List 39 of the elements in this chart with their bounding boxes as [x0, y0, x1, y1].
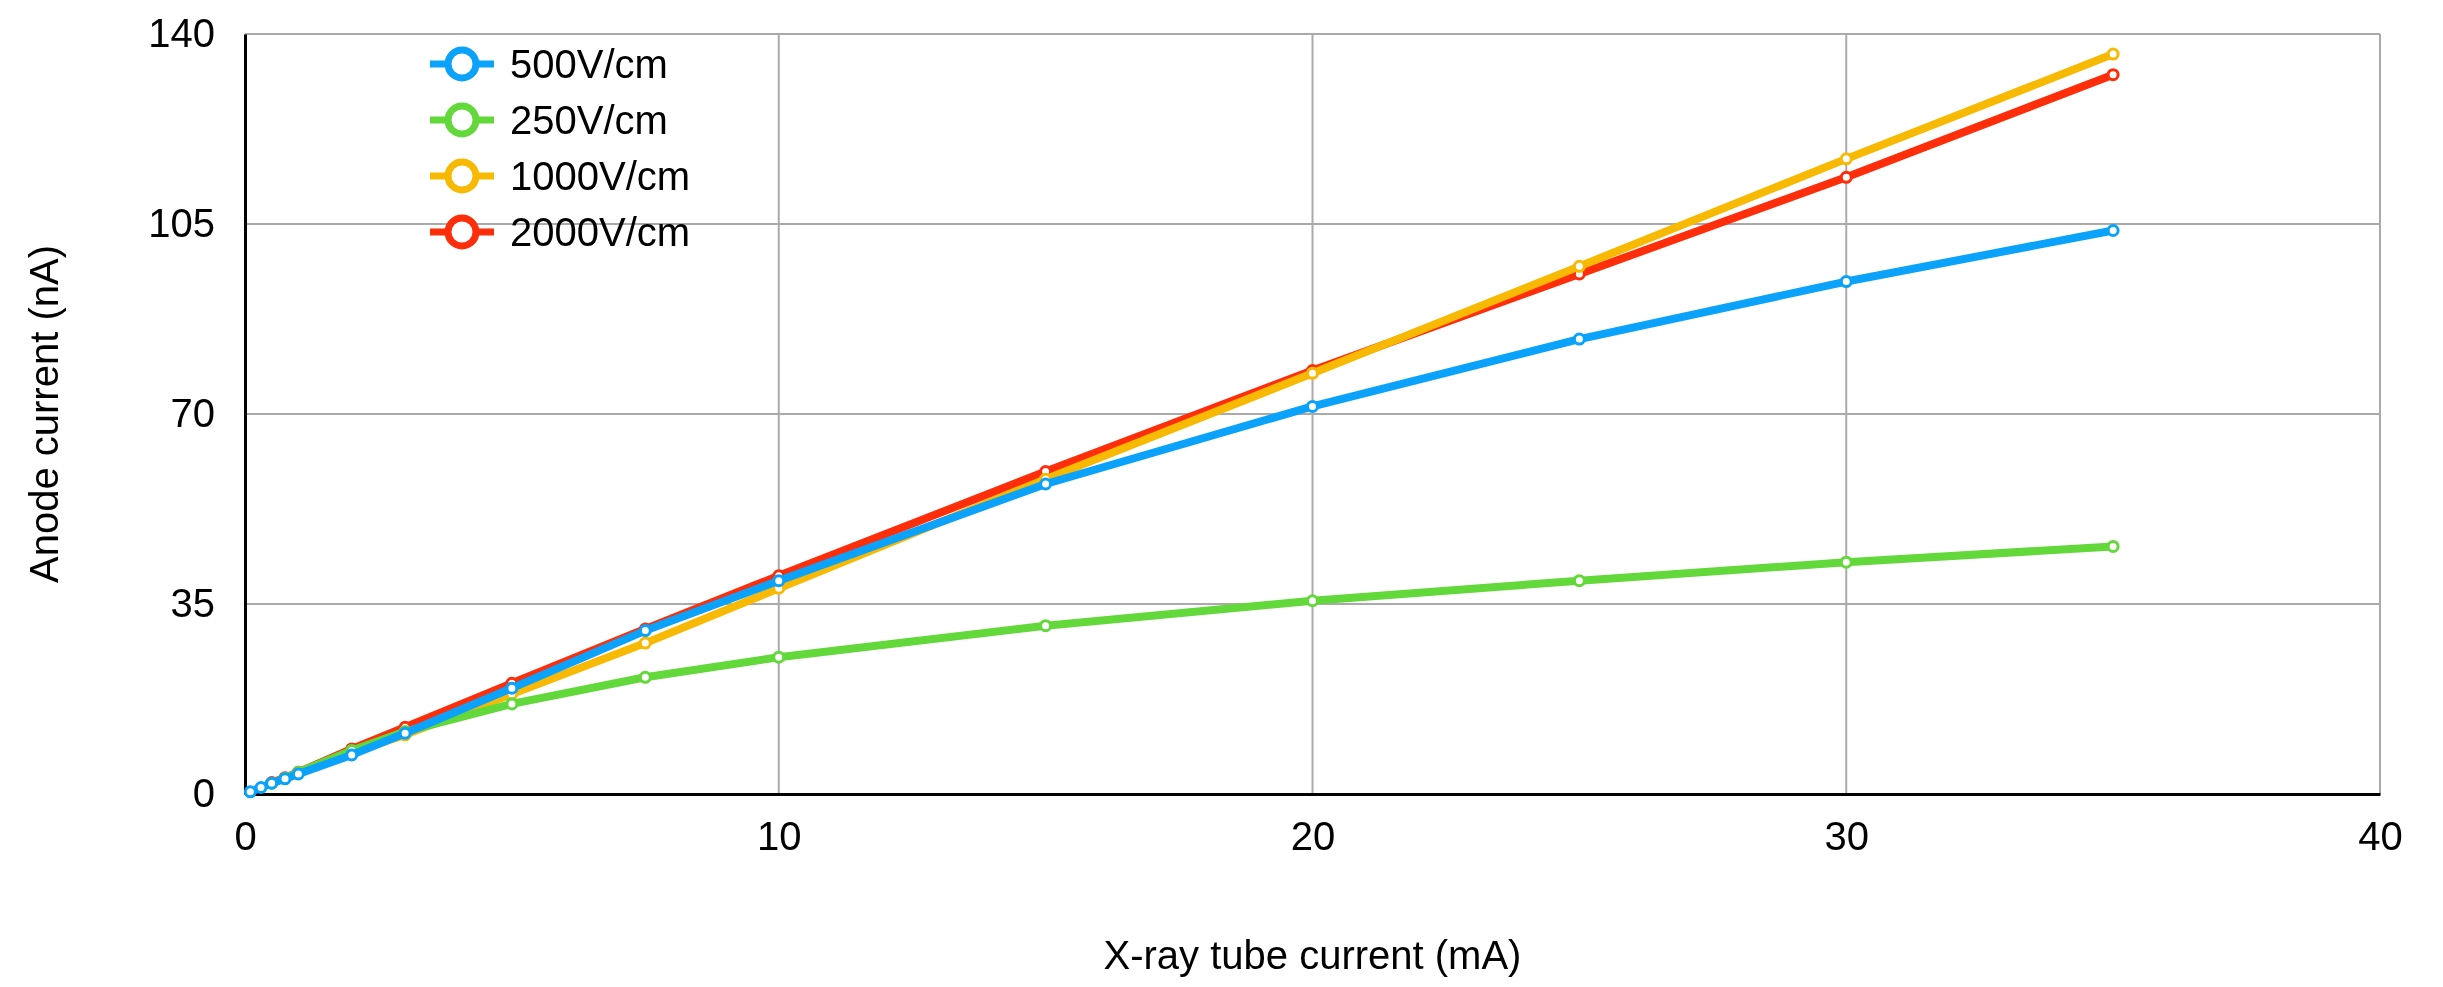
y-tick-label: 140: [148, 11, 215, 56]
point: [1839, 555, 1853, 569]
y-axis-title: Anode current (nA): [22, 245, 66, 583]
x-axis-title: X-ray tube current (mA): [1103, 933, 1522, 977]
point: [1306, 399, 1319, 413]
point: [1039, 477, 1053, 491]
point: [638, 636, 652, 650]
point: [1839, 275, 1853, 289]
point: [243, 785, 257, 799]
point: [2106, 47, 2120, 61]
point: [1039, 619, 1053, 633]
point: [505, 681, 519, 695]
point: [1572, 574, 1586, 588]
point: [772, 650, 786, 664]
x-tick-label: 40: [2358, 814, 2403, 859]
legend-label: 250V/cm: [510, 98, 668, 142]
point: [2106, 224, 2120, 238]
x-tick-label: 0: [234, 814, 257, 859]
y-tick-label: 105: [148, 201, 215, 246]
point: [1572, 332, 1586, 346]
y-tick-label: 35: [170, 581, 215, 626]
point: [2106, 68, 2120, 82]
legend-label: 1000V/cm: [510, 154, 691, 198]
x-tick-label: 30: [1824, 814, 1869, 859]
x-tick-label: 10: [757, 814, 802, 859]
point: [2106, 539, 2120, 553]
x-tick-label: 20: [1290, 814, 1336, 859]
y-tick-label: 0: [192, 771, 215, 816]
legend-label: 2000V/cm: [510, 210, 691, 254]
point: [1306, 594, 1319, 608]
point: [505, 697, 519, 711]
point: [254, 780, 268, 794]
y-tick-label: 70: [170, 391, 215, 436]
point: [1839, 152, 1853, 166]
point: [1572, 259, 1586, 273]
legend-label: 500V/cm: [510, 42, 668, 86]
point: [1839, 170, 1853, 184]
point: [772, 574, 786, 588]
point: [638, 670, 652, 684]
